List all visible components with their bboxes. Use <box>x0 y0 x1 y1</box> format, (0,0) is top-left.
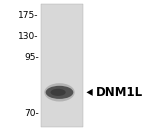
Polygon shape <box>86 89 93 96</box>
Text: 175-: 175- <box>18 11 39 20</box>
Ellipse shape <box>51 89 66 96</box>
Ellipse shape <box>44 83 75 102</box>
Ellipse shape <box>46 86 73 99</box>
Text: 70-: 70- <box>24 110 39 118</box>
Text: DNM1L: DNM1L <box>96 86 143 99</box>
Bar <box>42 4 83 127</box>
Text: 95-: 95- <box>24 53 39 62</box>
Text: 130-: 130- <box>18 32 39 41</box>
